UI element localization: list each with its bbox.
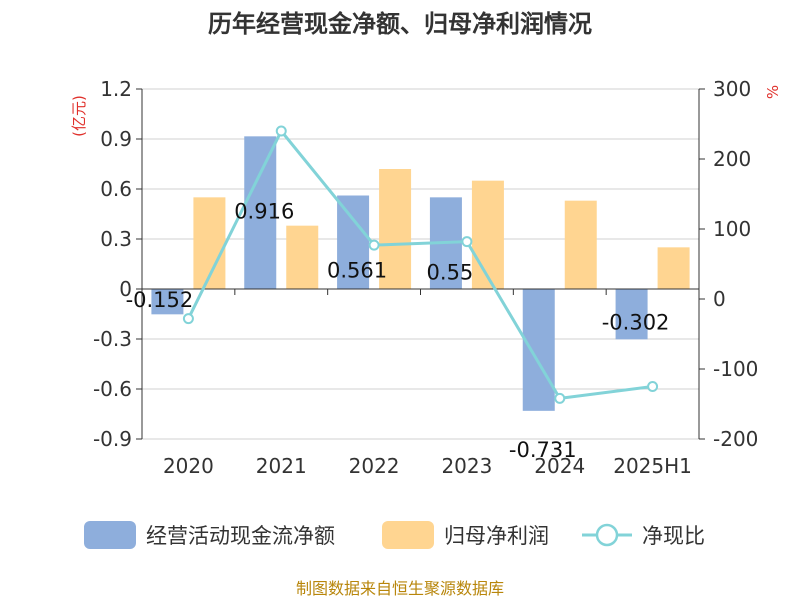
- cashflow-bar: [151, 289, 184, 315]
- ratio-line: [187, 128, 653, 401]
- cashflow-data-label: 0.55: [427, 260, 474, 284]
- left-axis-tick-label: 0.3: [100, 227, 132, 251]
- right-axis-tick-label: 300: [713, 77, 751, 101]
- legend-swatch-ratio-marker: [595, 523, 619, 547]
- data-labels-layer: -0.152 0.916 0.561 0.55 -0.731 -0.302: [126, 199, 670, 462]
- right-axis-tick-label: -100: [713, 357, 758, 381]
- legend: 经营活动现金流净额 归母净利润 净现比: [84, 521, 705, 549]
- right-axis-tick-label: -200: [713, 427, 758, 451]
- left-axis-tick-label: 0.6: [100, 177, 132, 201]
- bars-layer: [151, 136, 690, 411]
- cashflow-bar: [244, 136, 277, 289]
- chart-title: 历年经营现金净额、归母净利润情况: [208, 10, 592, 38]
- right-axis-unit: %: [764, 85, 782, 99]
- axes-layer: 1.2 0.9 0.6 0.3 0 -0.3 -0.6 -0.9 300 200 100 0 -100 -…: [93, 77, 758, 478]
- x-axis-tick-label: 2025H1: [613, 454, 692, 478]
- left-axis-tick-label: 1.2: [100, 77, 132, 101]
- legend-label-net-profit: 归母净利润: [444, 524, 549, 548]
- cashflow-bar: [337, 195, 370, 289]
- legend-label-ratio: 净现比: [642, 524, 705, 548]
- cashflow-bar: [615, 289, 648, 340]
- net-profit-bar: [471, 180, 504, 289]
- right-axis-tick-label: 200: [713, 147, 751, 171]
- x-axis-tick-label: 2021: [256, 454, 307, 478]
- left-axis-unit: (亿元): [70, 95, 88, 137]
- right-axis-tick-label: 0: [713, 287, 726, 311]
- left-axis-tick-label: 0.9: [100, 127, 132, 151]
- cashflow-data-label: 0.916: [234, 199, 294, 223]
- ratio-point: [182, 313, 194, 325]
- x-axis-tick-label: 2023: [441, 454, 492, 478]
- ratio-point: [368, 239, 380, 251]
- legend-label-cashflow: 经营活动现金流净额: [146, 524, 335, 548]
- line-layer: [182, 125, 659, 404]
- cashflow-data-label: -0.302: [602, 310, 670, 334]
- left-axis-tick-label: 0: [119, 277, 132, 301]
- net-profit-bar: [379, 169, 412, 289]
- cashflow-bar: [522, 289, 555, 411]
- ratio-point: [647, 381, 659, 392]
- net-profit-bar: [564, 200, 597, 289]
- legend-swatch-net-profit: [382, 521, 434, 549]
- left-axis-tick-label: -0.3: [93, 327, 132, 351]
- x-axis-tick-label: 2020: [163, 454, 214, 478]
- cashflow-data-label: -0.152: [126, 288, 194, 312]
- legend-swatch-cashflow: [84, 521, 136, 549]
- net-profit-bar: [286, 225, 319, 289]
- x-axis-tick-label: 2022: [349, 454, 400, 478]
- right-axis-tick-label: 100: [713, 217, 751, 241]
- cashflow-data-label: -0.731: [509, 438, 577, 462]
- left-axis-tick-label: -0.6: [93, 377, 132, 401]
- source-note: 制图数据来自恒生聚源数据库: [296, 579, 504, 598]
- left-axis-tick-label: -0.9: [93, 427, 132, 451]
- x-axis-tick-label: 2024: [534, 454, 585, 478]
- ratio-point: [275, 125, 287, 137]
- net-profit-bar: [657, 247, 690, 289]
- ratio-point: [554, 392, 566, 404]
- gridlines: [142, 88, 699, 440]
- ratio-point: [461, 236, 473, 248]
- cashflow-data-label: 0.561: [327, 259, 387, 283]
